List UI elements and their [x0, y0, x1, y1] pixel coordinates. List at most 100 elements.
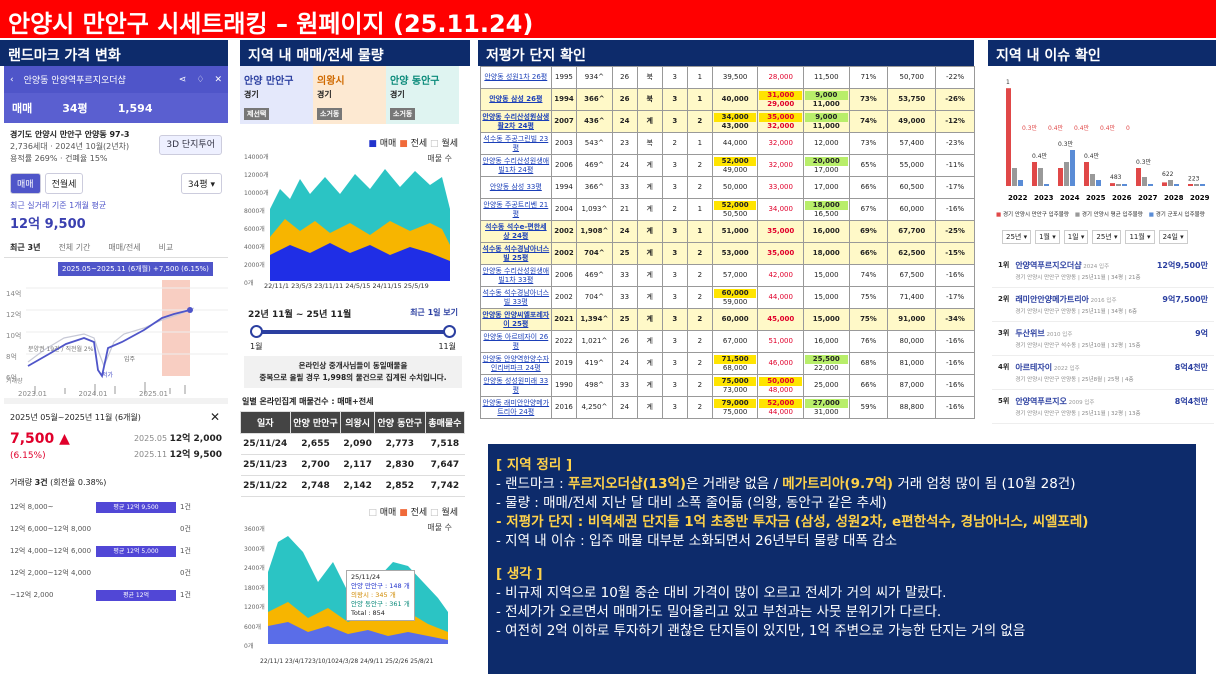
- size-select[interactable]: 34평: [62, 102, 88, 115]
- prev-price: 45,000: [757, 308, 804, 331]
- tab-rent[interactable]: 전월세: [44, 173, 84, 194]
- tip-line-3: 안양 동안구 : 361 개: [351, 600, 410, 608]
- prev-price: 32,000: [757, 132, 804, 155]
- complex-attr: 1: [686, 66, 713, 89]
- complex-row: 안양동 수리산성원생애빌1차 24평 2006 469^ 24 계 3 2 52,000 49,…: [480, 154, 975, 177]
- complex-name-link[interactable]: 안양동 수리산성원생애빌1차 33평: [480, 264, 552, 287]
- tab-sale[interactable]: 매매: [10, 173, 41, 194]
- x-label-2024: 2024.01: [78, 390, 108, 398]
- rank-item[interactable]: 1위 안양역푸르지오더샵 2024 입주 경기 안양시 만안구 안양동 | 25년1…: [992, 254, 1214, 288]
- date-filter-select[interactable]: 25년 ▾: [1002, 230, 1032, 244]
- rank-item[interactable]: 4위 아르테자이 2022 입주 경기 안양시 만안구 안양동 | 25년8월 | …: [992, 356, 1214, 390]
- complex-name-link[interactable]: 안양동 안양씨엘포레자이 25평: [480, 308, 552, 331]
- gap-amount-old: 11,000: [812, 99, 840, 108]
- complex-attr: 3: [661, 396, 688, 419]
- tag-low: 저가: [102, 372, 114, 379]
- bell-icon[interactable]: ♢: [196, 74, 205, 85]
- gap-amount: 9,000 11,000: [803, 88, 850, 111]
- prev-price: 35,000 32,000: [757, 110, 804, 133]
- size-dropdown[interactable]: 34평 ▾: [180, 173, 222, 194]
- recent-button[interactable]: 최근 1일 보기: [410, 308, 458, 317]
- region-card[interactable]: 안양 만안구 경기 제선택: [240, 66, 313, 124]
- complex-attr: 2003: [550, 132, 578, 155]
- rank-price: 8억4천만: [1174, 397, 1208, 406]
- complex-attr: 계: [636, 154, 663, 177]
- sale-price-old: 49,000: [722, 165, 748, 174]
- unit-label: 매물 수: [427, 154, 452, 163]
- complex-name-link[interactable]: 안양동 성원1차 26평: [480, 66, 552, 89]
- table-cell: 2,090: [340, 433, 375, 455]
- date-filter-select[interactable]: 1일 ▾: [1063, 230, 1089, 244]
- search-code[interactable]: 1,594: [117, 101, 153, 115]
- complex-attr: 계: [636, 286, 663, 309]
- complex-name-link[interactable]: 안양동 주공트리벤 21평: [480, 198, 552, 221]
- supply-year-label: 2022: [1008, 194, 1028, 202]
- prev-price-old: 44,000: [768, 407, 793, 416]
- date-filter-select[interactable]: 1월 ▾: [1035, 230, 1060, 244]
- gap-amount: 16,000: [803, 330, 850, 353]
- rank-item[interactable]: 2위 래미안안양메가트리아 2016 입주 경기 안양시 만안구 안양동 | 25년…: [992, 288, 1214, 322]
- rank-sub: 경기 안양시 만안구 석수동 | 25년10월 | 32평 | 15층: [1015, 343, 1141, 349]
- rank-name: 두산위브: [1015, 329, 1045, 338]
- band-bar: 평균 12억 5,000: [96, 545, 176, 557]
- date-filter-select[interactable]: 24일 ▾: [1158, 230, 1188, 244]
- 3d-tour-button[interactable]: 3D 단지투어: [159, 135, 222, 155]
- complex-name-link[interactable]: 안양동 성성원미래 33평: [480, 374, 552, 397]
- complex-name-link[interactable]: 안양동 삼성 26평: [480, 88, 552, 111]
- complex-row: 안양동 주공트리벤 21평 2004 1,093^ 21 계 2 1 52,000 50,500…: [480, 198, 975, 221]
- complex-name-link[interactable]: 석수동 석수e-편한세상 24평: [480, 220, 552, 243]
- gap-amount: 15,000: [803, 308, 850, 331]
- price-bands: 12억 8,000~ 평균 12억 9,500 1건 12억 6,000~12억 8,…: [10, 496, 222, 606]
- tab-sale-rent[interactable]: 매매/전세: [108, 243, 141, 252]
- supply-bar: [1096, 180, 1101, 186]
- complex-attr: 1994: [550, 176, 578, 199]
- rank-number: 2위: [998, 295, 1010, 303]
- complex-attr: 3: [661, 330, 688, 353]
- range-close-icon[interactable]: ✕: [209, 410, 220, 424]
- rank-item[interactable]: 5위 안양역푸르지오 2009 입주 경기 안양시 만안구 안양동 | 25년11월…: [992, 390, 1214, 424]
- gap-amount-old: 15,000: [814, 293, 839, 301]
- prev-price-old: 32,000: [767, 121, 795, 130]
- complex-name-link[interactable]: 안양동 수리산성원삼생활2차 24평: [480, 110, 552, 133]
- drop-rate: -22%: [935, 66, 975, 89]
- complex-attr: 2: [661, 132, 688, 155]
- prev-price: 42,000: [757, 264, 804, 287]
- tab-all[interactable]: 전체 기간: [58, 243, 91, 252]
- complex-name-link[interactable]: 석수동 석수경남아너스빌 33평: [480, 286, 552, 309]
- share-icon[interactable]: ⋖: [178, 74, 187, 85]
- complex-name-link[interactable]: 석수동 주공그린빌 23평: [480, 132, 552, 155]
- peak-price: 60,500: [887, 176, 937, 199]
- close-icon[interactable]: ✕: [214, 74, 222, 85]
- slider-handle-right[interactable]: [443, 325, 456, 338]
- date-filter-select[interactable]: 11월 ▾: [1125, 230, 1155, 244]
- stock-chart-1: 매물 수 14000개 12000개 10000개 8000개 6000개 40…: [240, 149, 466, 290]
- back-icon[interactable]: ‹: [10, 74, 14, 85]
- tab-compare[interactable]: 비교: [158, 243, 174, 252]
- date-filters: 25년 ▾ 1월 ▾ 1일 ▾ 25년 ▾ 11월 ▾ 24일 ▾: [992, 218, 1214, 250]
- region-card[interactable]: 의왕시 경기 소거동: [313, 66, 386, 124]
- complex-name-link[interactable]: 안양동 안양역한양수자인리버파크 24평: [480, 352, 552, 375]
- prev-price-old: 51,000: [768, 337, 793, 345]
- slider-handle-left[interactable]: [250, 325, 263, 338]
- rank-info: 안양역푸르지오 2009 입주 경기 안양시 만안구 안양동 | 25년11월 |…: [1015, 396, 1140, 417]
- tab-3y[interactable]: 최근 3년: [10, 243, 41, 252]
- peak-price: 81,000: [887, 352, 937, 375]
- rank-year: 2016 입주: [1088, 298, 1117, 304]
- range-slider[interactable]: 1월 11월: [250, 324, 456, 351]
- complex-name-link[interactable]: 안양동 래미안안양메가트리아 24평: [480, 396, 552, 419]
- prev-price: 46,000: [757, 352, 804, 375]
- complex-info: 2,736세대 · 2024년 10월(2년차): [10, 142, 130, 151]
- supply-bar: [1136, 168, 1141, 186]
- date-filter-select[interactable]: 25년 ▾: [1092, 230, 1122, 244]
- complex-name-link[interactable]: 안양동 아르테자이 26평: [480, 330, 552, 353]
- rank-price: 9억7,500만: [1162, 295, 1208, 304]
- region-card[interactable]: 안양 동안구 경기 소거동: [386, 66, 459, 124]
- complex-name-link[interactable]: 안양동 삼성 33평: [480, 176, 552, 199]
- complex-attr: 1: [686, 220, 713, 243]
- complex-name-link[interactable]: 안양동 수리산성원생애빌1차 24평: [480, 154, 552, 177]
- complex-attr: 2: [686, 374, 713, 397]
- peak-price: 91,000: [887, 308, 937, 331]
- deal-type-select[interactable]: 매매: [12, 102, 33, 115]
- rank-item[interactable]: 3위 두산위브 2010 입주 경기 안양시 만안구 석수동 | 25년10월 | …: [992, 322, 1214, 356]
- complex-name-link[interactable]: 석수동 석수경남아너스빌 25평: [480, 242, 552, 265]
